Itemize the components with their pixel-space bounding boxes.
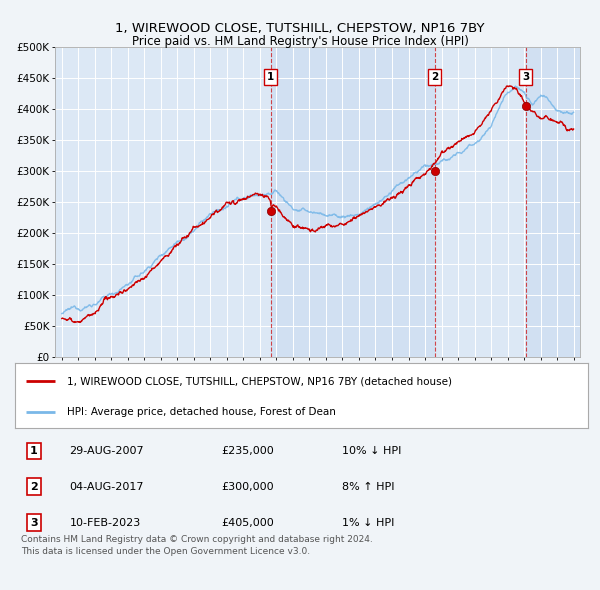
Text: 8% ↑ HPI: 8% ↑ HPI — [341, 482, 394, 491]
Text: £405,000: £405,000 — [221, 517, 274, 527]
Text: Price paid vs. HM Land Registry's House Price Index (HPI): Price paid vs. HM Land Registry's House … — [131, 35, 469, 48]
Bar — [526, 47, 580, 357]
Text: 1: 1 — [267, 71, 274, 81]
Text: 3: 3 — [30, 517, 38, 527]
Bar — [271, 47, 434, 357]
Text: 10% ↓ HPI: 10% ↓ HPI — [341, 446, 401, 456]
Text: 2: 2 — [431, 71, 438, 81]
Text: 1% ↓ HPI: 1% ↓ HPI — [341, 517, 394, 527]
Text: £300,000: £300,000 — [221, 482, 274, 491]
Text: 1, WIREWOOD CLOSE, TUTSHILL, CHEPSTOW, NP16 7BY (detached house): 1, WIREWOOD CLOSE, TUTSHILL, CHEPSTOW, N… — [67, 376, 452, 386]
Text: 1, WIREWOOD CLOSE, TUTSHILL, CHEPSTOW, NP16 7BY: 1, WIREWOOD CLOSE, TUTSHILL, CHEPSTOW, N… — [115, 22, 485, 35]
Text: 10-FEB-2023: 10-FEB-2023 — [70, 517, 140, 527]
Text: 04-AUG-2017: 04-AUG-2017 — [70, 482, 144, 491]
Text: HPI: Average price, detached house, Forest of Dean: HPI: Average price, detached house, Fore… — [67, 407, 335, 417]
Text: Contains HM Land Registry data © Crown copyright and database right 2024.
This d: Contains HM Land Registry data © Crown c… — [21, 535, 373, 556]
Text: 2: 2 — [30, 482, 38, 491]
Text: £235,000: £235,000 — [221, 446, 274, 456]
Text: 1: 1 — [30, 446, 38, 456]
Text: 29-AUG-2007: 29-AUG-2007 — [70, 446, 144, 456]
Text: 3: 3 — [522, 71, 530, 81]
